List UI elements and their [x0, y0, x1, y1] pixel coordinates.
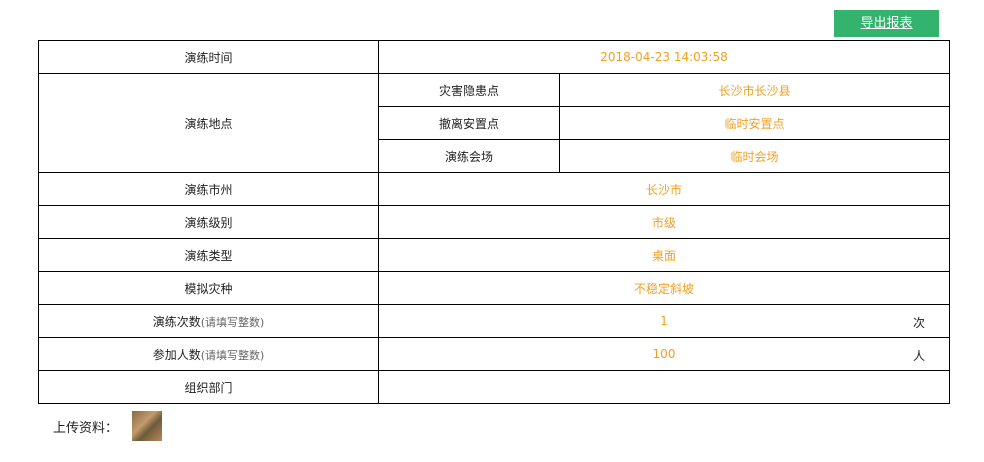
label-text: 参加人数	[152, 347, 201, 362]
drill-info-table: 演练时间 2018-04-23 14:03:58 演练地点 灾害隐患点 长沙市长…	[38, 40, 950, 404]
row-label: 组织部门	[38, 370, 379, 404]
row-label: 演练级别	[38, 205, 379, 239]
table-row: 演练市州 长沙市	[38, 172, 950, 206]
table-row: 演练级别 市级	[38, 205, 950, 239]
row-label: 参加人数(请填写整数)	[38, 337, 379, 371]
table-row: 演练地点 灾害隐患点 长沙市长沙县	[38, 73, 950, 173]
row-label: 演练类型	[38, 238, 379, 272]
label-text: 演练次数	[152, 314, 201, 329]
drill-time-value: 2018-04-23 14:03:58	[378, 40, 950, 74]
level-value: 市级	[378, 205, 950, 239]
people-cell: 100 人	[378, 337, 950, 371]
hazard-point-value: 长沙市长沙县	[559, 73, 950, 107]
org-value	[378, 370, 950, 404]
table-row: 演练会场 临时会场	[39, 139, 950, 173]
export-report-button[interactable]: 导出报表	[834, 10, 939, 37]
table-row: 模拟灾种 不稳定斜坡	[38, 271, 950, 305]
table-row: 参加人数(请填写整数) 100 人	[38, 337, 950, 371]
shelter-value: 临时安置点	[559, 106, 950, 140]
city-value: 长沙市	[378, 172, 950, 206]
count-value: 1	[660, 314, 668, 328]
row-label: 演练时间	[38, 40, 379, 74]
label-hint: (请填写整数)	[200, 315, 265, 329]
sub-label: 撤离安置点	[378, 106, 560, 140]
count-unit: 次	[912, 316, 925, 330]
disaster-value: 不稳定斜坡	[378, 271, 950, 305]
sub-label: 灾害隐患点	[378, 73, 560, 107]
row-label: 演练次数(请填写整数)	[38, 304, 379, 338]
upload-label: 上传资料：	[53, 421, 119, 436]
row-label: 演练市州	[38, 172, 379, 206]
people-value: 100	[652, 347, 676, 361]
people-unit: 人	[912, 349, 925, 363]
table-row: 演练类型 桌面	[38, 238, 950, 272]
uploaded-image-thumbnail[interactable]	[132, 411, 162, 441]
table-row: 撤离安置点 临时安置点	[39, 106, 950, 140]
sub-label: 演练会场	[378, 139, 560, 173]
label-hint: (请填写整数)	[200, 348, 265, 362]
row-label: 模拟灾种	[38, 271, 379, 305]
type-value: 桌面	[378, 238, 950, 272]
row-label: 演练地点	[38, 73, 379, 173]
table-row: 演练时间 2018-04-23 14:03:58	[38, 40, 950, 74]
venue-value: 临时会场	[559, 139, 950, 173]
table-row: 组织部门	[38, 370, 950, 404]
